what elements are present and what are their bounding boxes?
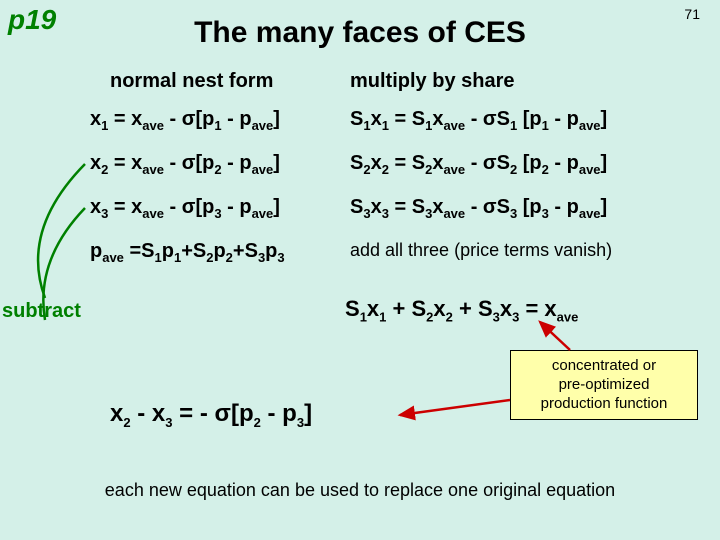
eq-right-3: S3x3 = S3xave - σS3 [p3 - pave]: [350, 196, 607, 221]
subtract-label: subtract: [2, 300, 81, 323]
eq-right-1: S1x1 = S1xave - σS1 [p1 - pave]: [350, 108, 607, 133]
eq-sum: S1x1 + S2x2 + S3x3 = xave: [345, 296, 578, 324]
callout-line1: concentrated or: [519, 357, 689, 376]
eq-diff: x2 - x3 = - σ[p2 - p3]: [110, 400, 312, 430]
eq-left-4: pave =S1p1+S2p2+S3p3: [90, 240, 285, 265]
header-left: normal nest form: [110, 70, 273, 93]
eq-left-3: x3 = xave - σ[p3 - pave]: [90, 196, 280, 221]
footer-text: each new equation can be used to replace…: [0, 480, 720, 501]
eq-right-2: S2x2 = S2xave - σS2 [p2 - pave]: [350, 152, 607, 177]
callout-line2: pre-optimized: [519, 376, 689, 395]
eq-left-1: x1 = xave - σ[p1 - pave]: [90, 108, 280, 133]
page-title: The many faces of CES: [0, 16, 720, 50]
callout-box: concentrated or pre-optimized production…: [510, 350, 698, 420]
note-add: add all three (price terms vanish): [350, 240, 612, 261]
eq-left-2: x2 = xave - σ[p2 - pave]: [90, 152, 280, 177]
header-right: multiply by share: [350, 70, 515, 93]
callout-line3: production function: [519, 395, 689, 414]
